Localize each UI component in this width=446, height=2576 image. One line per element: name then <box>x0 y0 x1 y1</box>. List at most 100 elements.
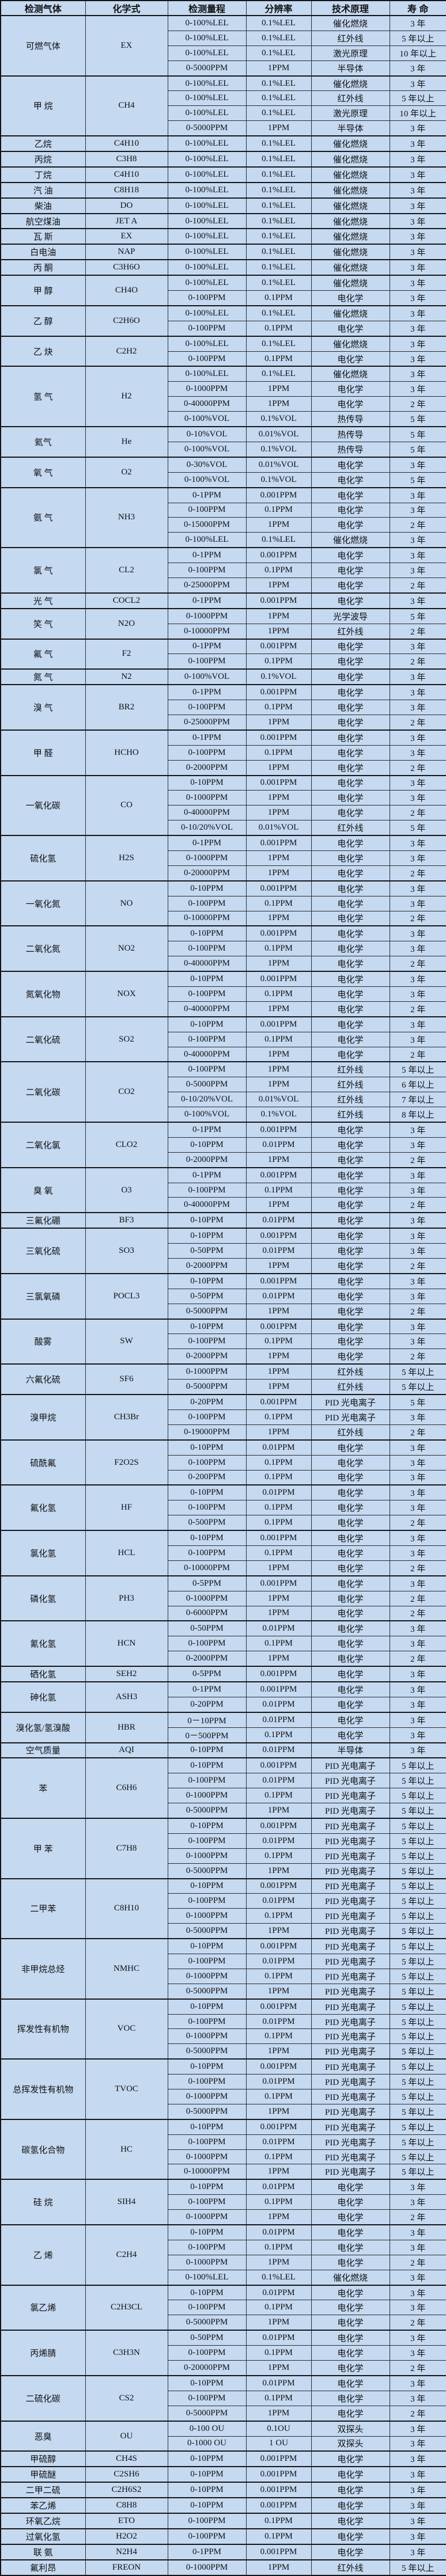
tech-cell: 电化学 <box>311 2497 390 2514</box>
resolution-cell: 0.001PPM <box>245 880 312 896</box>
resolution-cell: 1PPM <box>245 790 312 806</box>
range-cell: 0-100%LEL <box>167 366 247 382</box>
table-row: 氟 气 F2 0-1PPM 0.001PPM 电化学 3 年 <box>0 638 446 670</box>
resolution-cell: 0.01PPM <box>245 1773 312 1789</box>
resolution-cell: 0.001PPM <box>245 2058 312 2075</box>
header-row: 检测气体 化学式 检测量程 分辨率 技术原理寿 命 <box>0 0 446 16</box>
gas-name-cell: 甲 醛 <box>0 729 86 776</box>
table-row: 0-5000PPM 1PPM 电化学 2 年 <box>1 2315 446 2331</box>
tech-cell: 电化学 <box>311 1258 390 1274</box>
table-row: 0-19000PPM 1PPM 红外线 2 年 <box>1 1424 446 1441</box>
table-row: 0-100PPM 0.1PPM 电化学 2 年 <box>1 654 446 670</box>
tech-cell: 激光原理 <box>311 105 390 121</box>
gas-name-cell: 磷化氢 <box>0 1575 86 1621</box>
tech-cell: PID 光电离子 <box>311 1983 390 2000</box>
life-cell: 3 年 <box>389 1727 446 1743</box>
life-cell: 2 年 <box>389 1348 446 1365</box>
table-row: 0-2000PPM 1PPM 电化学 2 年 <box>1 1651 446 1667</box>
range-cell: 0-5000PPM <box>167 2315 247 2331</box>
gas-name-cell: 丙烯腈 <box>0 2330 86 2376</box>
gas-name-cell: 联 氨 <box>0 2543 86 2560</box>
life-cell: 5 年以上 <box>389 2134 446 2150</box>
tech-cell: 电化学 <box>311 1197 390 1213</box>
life-cell: 3 年 <box>389 335 446 352</box>
life-cell: 3 年 <box>389 305 446 321</box>
range-cell: 0-100PPM <box>167 351 247 367</box>
range-cell: 0-10PPM <box>167 1938 247 1955</box>
life-cell: 3 年 <box>389 1636 446 1652</box>
formula-cell: SW <box>85 1318 168 1365</box>
table-row: 0-100PPM 0.1PPM 电化学 3 年 <box>1 2345 446 2361</box>
gas-name-cell: 碳氢化合物 <box>0 2118 86 2180</box>
formula-cell: CH4 <box>85 75 168 136</box>
range-cell: 0-100%LEL <box>167 90 247 107</box>
formula-cell: OU <box>85 2420 168 2452</box>
table-row: 硒化氢 SEH2 0-5PPM 0.001PPM 电化学 3 年 <box>0 1666 446 1682</box>
gas-name-cell: 恶臭 <box>0 2420 86 2452</box>
range-cell: 0-100PPM <box>167 320 247 337</box>
tech-cell: 电化学 <box>311 396 390 412</box>
resolution-cell: 0.01PPM <box>245 1137 312 1153</box>
range-cell: 0-10PPM <box>167 1757 247 1774</box>
tech-cell: 电化学 <box>311 2543 390 2560</box>
range-cell: 0-10PPM <box>167 2497 247 2514</box>
range-cell: 0-5PPM <box>167 1666 247 1682</box>
table-row: 0-40000PPM 1PPM 电化学 2 年 <box>1 1001 446 1017</box>
resolution-cell: 1PPM <box>245 381 312 397</box>
range-cell: 0-15000PPM <box>167 517 247 533</box>
gas-name-cell: 氢 气 <box>0 366 86 427</box>
life-cell: 2 年 <box>389 654 446 670</box>
formula-cell: C2H2 <box>85 335 168 367</box>
gas-name-cell: 笑 气 <box>0 607 86 640</box>
formula-cell: JET A <box>85 212 168 229</box>
formula-cell: SO2 <box>85 1016 168 1062</box>
resolution-cell: 0.001PPM <box>245 2118 312 2135</box>
life-cell: 3 年 <box>389 2528 446 2545</box>
formula-cell: H2O2 <box>85 2528 168 2545</box>
resolution-cell: 1PPM <box>245 396 312 412</box>
range-cell: 0－500PPM <box>167 1727 247 1743</box>
life-cell: 3 年 <box>389 1681 446 1697</box>
tech-cell: 电化学 <box>311 320 390 337</box>
resolution-cell: 0.01PPM <box>245 2013 312 2030</box>
tech-cell: 电化学 <box>311 2300 390 2316</box>
range-cell: 0-100PPM <box>167 2300 247 2316</box>
formula-cell: NAP <box>85 244 168 260</box>
resolution-cell: 0.001PPM <box>245 1272 312 1289</box>
resolution-cell: 0.1PPM <box>245 320 312 337</box>
resolution-cell: 0.1%LEL <box>245 45 312 61</box>
range-cell: 0－10PPM <box>167 1711 247 1728</box>
range-cell: 0-5000PPM <box>167 2405 247 2422</box>
formula-cell: C3H6O <box>85 259 168 276</box>
range-cell: 0-200PPM <box>167 1469 247 1485</box>
tech-cell: 催化燃烧 <box>311 366 390 382</box>
table-row: 0-100PPM 0.1PPM 电化学 3 年 <box>1 1500 446 1516</box>
gas-name-cell: 硒化氢 <box>0 1666 86 1682</box>
table-row: 氰化氢 HCN 0-50PPM 0.01PPM 电化学 3 年 <box>0 1620 446 1667</box>
life-cell: 3 年 <box>389 1333 446 1350</box>
table-row: 硫化氢 H2S 0-1PPM 0.001PPM 电化学 3 年 <box>0 835 446 882</box>
tech-cell: 电化学 <box>311 1666 390 1682</box>
life-cell: 3 年 <box>389 1711 446 1728</box>
life-cell: 2 年 <box>389 1515 446 1531</box>
table-row: 0-1000PPM 1PPM 电化学 2 年 <box>1 2254 446 2270</box>
range-cell: 0-10000PPM <box>167 623 247 640</box>
range-cell: 0-100PPM <box>167 941 247 957</box>
resolution-cell: 0.001PPM <box>245 729 312 746</box>
life-cell: 2 年 <box>389 1001 446 1017</box>
life-cell: 3 年 <box>389 1500 446 1516</box>
tech-cell: PID 光电离子 <box>311 1833 390 1849</box>
gas-name-cell: 氟 气 <box>0 638 86 670</box>
resolution-cell: 0.1PPM <box>245 2512 312 2529</box>
gas-name-cell: 氨 气 <box>0 487 86 548</box>
table-row: 0-100PPM 0.01PPM PID 光电离子 5 年以上 <box>1 2013 446 2030</box>
life-cell: 3 年 <box>389 2450 446 2467</box>
table-row: 环氧乙烷 ETO 0-100PPM 0.1PPM 电化学 3 年 <box>0 2512 446 2529</box>
range-cell: 0-10PPM <box>167 2284 247 2301</box>
tech-cell: 催化燃烧 <box>311 197 390 214</box>
life-cell: 2 年 <box>389 2254 446 2270</box>
table-row: 六氟化硫 SF6 0-1000PPM 1PPM 红外线 5 年以上 <box>0 1363 446 1395</box>
range-cell: 0-10PPM <box>167 1318 247 1335</box>
resolution-cell: 0.1PPM <box>245 2089 312 2104</box>
gas-name-cell: 甲 烷 <box>0 75 86 136</box>
